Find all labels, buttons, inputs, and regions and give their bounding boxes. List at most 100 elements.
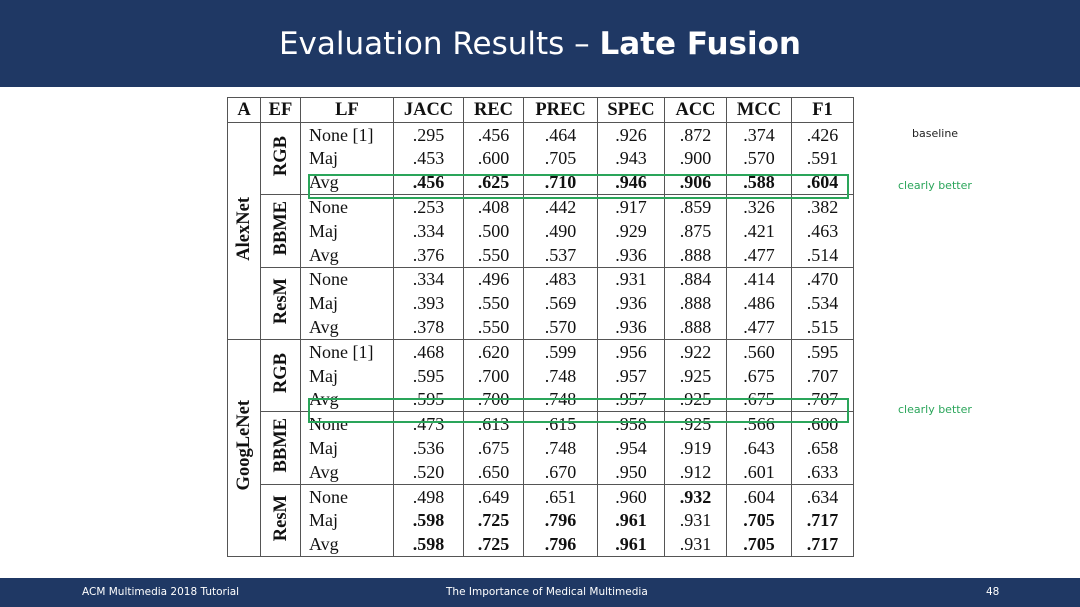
early-fusion-cell: ResM <box>260 483 301 558</box>
late-fusion-cell: None <box>300 483 394 509</box>
metric-cell: .658 <box>791 436 854 460</box>
late-fusion-cell: None <box>300 266 394 292</box>
metric-cell: .936 <box>597 315 665 340</box>
metric-cell: .957 <box>597 363 665 388</box>
metric-cell: .943 <box>597 146 665 171</box>
results-table: A EF LF JACC REC PREC SPEC ACC MCC F1 AlexNet RGB N… <box>227 97 854 558</box>
metric-cell: .675 <box>463 436 524 460</box>
early-fusion-cell: RGB <box>260 121 301 196</box>
metric-cell: .598 <box>393 508 464 533</box>
metric-cell: .613 <box>463 411 524 437</box>
late-fusion-cell: Avg <box>300 242 394 268</box>
metric-cell: .888 <box>664 242 727 268</box>
metric-cell: .550 <box>463 315 524 340</box>
early-fusion-label: BBME <box>270 201 291 256</box>
column-header: MCC <box>726 97 792 123</box>
metric-cell: .936 <box>597 242 665 268</box>
metric-cell: .961 <box>597 508 665 533</box>
metric-cell: .888 <box>664 315 727 340</box>
metric-cell: .950 <box>597 459 665 485</box>
table-row: Avg .378.550.570.936.888.477.515 <box>228 315 854 340</box>
metric-cell: .912 <box>664 459 727 485</box>
architecture-label: GoogLeNet <box>234 400 254 491</box>
metric-cell: .473 <box>393 411 464 437</box>
table-row: Avg .376.550.537.936.888.477.514 <box>228 242 854 268</box>
metric-cell: .468 <box>393 338 464 364</box>
late-fusion-cell: None <box>300 411 394 437</box>
metric-cell: .374 <box>726 121 792 147</box>
table-row: ResM None .498.649.651.960.932.604.634 <box>228 483 854 558</box>
metric-cell: .295 <box>393 121 464 147</box>
column-header: ACC <box>664 97 727 123</box>
late-fusion-cell: Avg <box>300 315 394 340</box>
metric-cell: .705 <box>726 532 792 558</box>
late-fusion-cell: Maj <box>300 146 394 171</box>
metric-cell: .925 <box>664 411 727 437</box>
metric-cell: .651 <box>523 483 598 509</box>
early-fusion-label: ResM <box>270 277 291 324</box>
early-fusion-label: BBME <box>270 418 291 473</box>
metric-cell: .600 <box>463 146 524 171</box>
metric-cell: .936 <box>597 291 665 316</box>
metric-cell: .922 <box>664 338 727 364</box>
metric-cell: .615 <box>523 411 598 437</box>
metric-cell: .486 <box>726 291 792 316</box>
metric-cell: .496 <box>463 266 524 292</box>
metric-cell: .334 <box>393 218 464 243</box>
table-row: Maj .536.675.748.954.919.643.658 <box>228 436 854 460</box>
metric-cell: .650 <box>463 459 524 485</box>
architecture-cell: AlexNet <box>227 121 261 340</box>
metric-cell: .919 <box>664 436 727 460</box>
footer-bar: ACM Multimedia 2018 Tutorial The Importa… <box>0 578 1080 607</box>
metric-cell: .426 <box>791 121 854 147</box>
metric-cell: .463 <box>791 218 854 243</box>
metric-cell: .550 <box>463 291 524 316</box>
architecture-cell: GoogLeNet <box>227 338 261 558</box>
late-fusion-cell: Maj <box>300 363 394 388</box>
table-row: GoogLeNet RGB None [1] .468.620.599.956.922… <box>227 338 854 558</box>
early-fusion-cell: BBME <box>260 194 301 268</box>
metric-cell: .515 <box>791 315 854 340</box>
title-plain: Evaluation Results – <box>278 25 600 62</box>
metric-cell: .748 <box>523 363 598 388</box>
slide-title: Evaluation Results – Late Fusion <box>279 26 801 62</box>
metric-cell: .470 <box>791 266 854 292</box>
metric-cell: .408 <box>463 194 524 219</box>
table-row: Maj .453.600.705.943.900.570.591 <box>228 146 854 171</box>
metric-cell: .725 <box>463 508 524 533</box>
metric-cell: .717 <box>791 532 854 558</box>
column-header: JACC <box>393 97 464 123</box>
metric-cell: .378 <box>393 315 464 340</box>
metric-cell: .599 <box>523 338 598 364</box>
early-fusion-label: RGB <box>270 135 291 177</box>
metric-cell: .595 <box>791 338 854 364</box>
title-banner: Evaluation Results – Late Fusion <box>0 0 1080 87</box>
metric-cell: .796 <box>523 508 598 533</box>
table-row: Avg .598.725.796.961.931.705.717 <box>228 532 854 558</box>
metric-cell: .961 <box>597 532 665 558</box>
metric-cell: .477 <box>726 242 792 268</box>
metric-cell: .926 <box>597 121 665 147</box>
metric-cell: .464 <box>523 121 598 147</box>
footer-center: The Importance of Medical Multimedia <box>446 586 648 598</box>
table-row: BBME None .473.613.615.958.925.566.600 <box>228 411 854 485</box>
metric-cell: .536 <box>393 436 464 460</box>
late-fusion-cell: Maj <box>300 218 394 243</box>
metric-cell: .931 <box>664 532 727 558</box>
metric-cell: .888 <box>664 291 727 316</box>
architecture-label: AlexNet <box>234 196 254 261</box>
metric-cell: .884 <box>664 266 727 292</box>
metric-cell: .643 <box>726 436 792 460</box>
metric-cell: .477 <box>726 315 792 340</box>
metric-cell: .633 <box>791 459 854 485</box>
early-fusion-label: RGB <box>270 353 291 394</box>
column-header: F1 <box>791 97 854 123</box>
metric-cell: .498 <box>393 483 464 509</box>
metric-cell: .598 <box>393 532 464 558</box>
early-fusion-cell: BBME <box>260 411 301 485</box>
column-header: EF <box>260 97 301 123</box>
clearly-better-note-2: clearly better <box>898 403 972 416</box>
metric-cell: .717 <box>791 508 854 533</box>
metric-cell: .483 <box>523 266 598 292</box>
metric-cell: .566 <box>726 411 792 437</box>
